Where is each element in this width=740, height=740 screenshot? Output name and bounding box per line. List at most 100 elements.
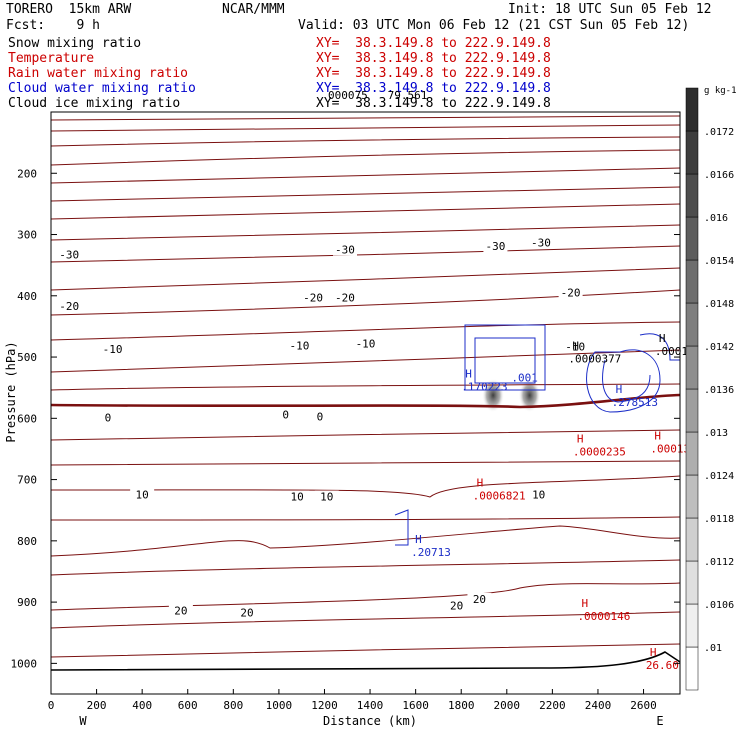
isotherm-label-bg — [332, 291, 357, 304]
cloud-water-contour — [586, 349, 661, 413]
maximum-marker: H — [415, 533, 422, 546]
maximum-marker: H — [581, 597, 588, 610]
colorbar-level-label: .0136 — [704, 385, 734, 396]
maximum-marker: H — [465, 367, 472, 380]
x-tick-label: 1400 — [357, 699, 384, 712]
isotherm-label-bg — [287, 339, 312, 352]
isotherm-label: 10 — [532, 489, 545, 502]
temperature-isotherm — [50, 224, 681, 241]
colorbar-swatch — [685, 603, 699, 648]
maximum-marker: H — [572, 339, 579, 352]
isotherm-label-bg — [528, 236, 553, 249]
legend-cloud-ice-xy: XY= 38.3.149.8 to 222.9.149.8 — [316, 96, 551, 111]
isotherm-label-bg — [301, 291, 326, 304]
colorbar-level-label: .0118 — [704, 514, 734, 525]
maximum-value-label: .20713 — [411, 546, 451, 559]
temperature-isotherm — [50, 186, 681, 202]
isotherm-label-bg — [444, 599, 469, 612]
temperature-isotherm — [50, 289, 681, 316]
isotherm-label-bg — [57, 248, 82, 261]
isotherm-label-bg — [57, 300, 82, 313]
y-tick-label: 300 — [17, 229, 37, 242]
colorbar-level-label: .0154 — [704, 256, 734, 267]
model-title: TORERO 15km ARW — [6, 2, 132, 17]
legend-rain-xy: XY= 38.3.149.8 to 222.9.149.8 — [316, 66, 551, 81]
isotherm-label-bg — [558, 286, 583, 299]
y-tick-label: 400 — [17, 290, 37, 303]
colorbar-swatch — [685, 517, 699, 562]
center-label: NCAR/MMM — [222, 2, 285, 17]
isotherm-label-bg — [130, 488, 155, 501]
maximum-value-label: .0000235 — [573, 445, 626, 458]
x-tick-label: 2000 — [494, 699, 521, 712]
x-tick-label: 1800 — [448, 699, 475, 712]
temperature-isotherm — [50, 559, 681, 576]
colorbar-level-label: .016 — [704, 213, 728, 224]
isotherm-label: -20 — [303, 291, 323, 304]
terrain-surface-line — [50, 651, 681, 671]
x-tick-label: 2400 — [585, 699, 612, 712]
isotherm-label: 10 — [136, 489, 149, 502]
forecast-hour: Fcst: 9 h — [6, 18, 100, 33]
isotherm-label: -20 — [335, 291, 355, 304]
y-tick-label: 500 — [17, 351, 37, 364]
legend-cloud-water-xy: XY= 38.3.149.8 to 222.9.149.8 — [316, 81, 551, 96]
init-time: Init: 18 UTC Sun 05 Feb 12 — [508, 2, 712, 17]
temperature-isotherm — [50, 460, 681, 466]
x-axis-label: Distance (km) — [323, 714, 417, 728]
isotherm-label: 0 — [105, 412, 112, 425]
legend-rain-label: Rain water mixing ratio — [8, 66, 189, 81]
colorbar-swatch — [685, 216, 699, 261]
maximum-value-label: .0001 — [655, 345, 688, 358]
isotherm-label: 10 — [291, 491, 304, 504]
maximum-marker: H — [650, 646, 657, 659]
colorbar-level-label: .01 — [704, 643, 722, 654]
isotherm-label-bg — [234, 606, 259, 619]
plot-frame — [50, 111, 681, 695]
isotherm-label: -30 — [531, 236, 551, 249]
isotherm-label: -10 — [356, 337, 376, 350]
isotherm-label-bg — [307, 410, 332, 423]
x-tick-label: 600 — [178, 699, 198, 712]
temperature-isotherm — [50, 124, 681, 132]
cloud-water-contour — [464, 324, 546, 391]
colorbar-swatch — [685, 431, 699, 476]
colorbar-level-label: .013 — [704, 428, 728, 439]
maximum-marker: H — [659, 332, 666, 345]
isotherm-label: -30 — [59, 249, 79, 262]
temperature-isotherm — [50, 267, 681, 291]
legend-snow-label: Snow mixing ratio — [8, 36, 142, 51]
colorbar-swatch — [685, 87, 699, 132]
maximum-value-label: .0000146 — [577, 610, 630, 623]
temperature-isotherm — [50, 525, 681, 557]
cloud-water-contour — [394, 509, 409, 546]
legend-cloud-ice-label: Cloud ice mixing ratio — [8, 96, 181, 111]
colorbar-swatch — [685, 173, 699, 218]
maximum-marker: H — [577, 432, 584, 445]
east-endpoint-label: E — [656, 714, 663, 728]
maximum-value-label: .001 — [511, 371, 538, 384]
maximum-value-label: .0000377 — [568, 352, 621, 365]
x-tick-label: 800 — [223, 699, 243, 712]
colorbar-swatch — [685, 560, 699, 605]
colorbar-units: g kg-1 — [704, 86, 737, 96]
x-tick-label: 2600 — [630, 699, 657, 712]
y-tick-label: 800 — [17, 535, 37, 548]
colorbar-level-label: .0124 — [704, 471, 734, 482]
isotherm-label: -30 — [335, 244, 355, 257]
valid-time: Valid: 03 UTC Mon 06 Feb 12 (21 CST Sun … — [298, 18, 690, 33]
isotherm-label-bg — [273, 408, 298, 421]
cloud-water-contour — [602, 359, 651, 403]
freezing-level-isotherm — [50, 393, 681, 409]
x-tick-label: 2200 — [539, 699, 566, 712]
isotherm-label: -10 — [289, 339, 309, 352]
maximum-value-label: .170223 — [461, 380, 507, 393]
colorbar-swatch — [685, 302, 699, 347]
isotherm-label-bg — [100, 342, 125, 355]
temperature-isotherm — [50, 643, 681, 658]
isotherm-label: -20 — [561, 287, 581, 300]
isotherm-label: 20 — [473, 593, 486, 606]
y-tick-label: 700 — [17, 474, 37, 487]
west-endpoint-label: W — [79, 714, 87, 728]
